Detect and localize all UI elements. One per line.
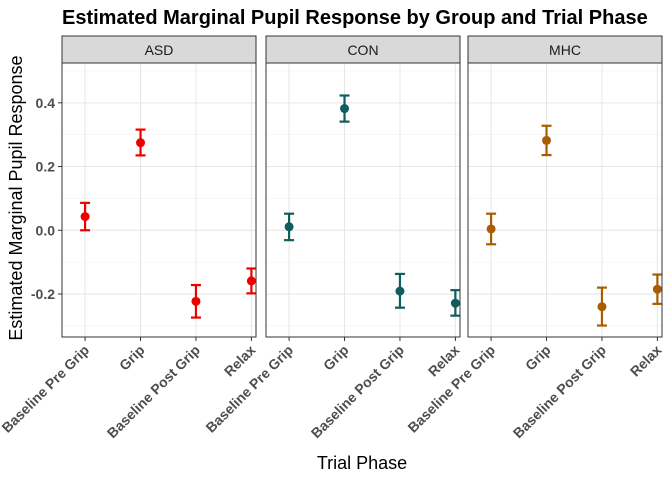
data-point bbox=[486, 224, 496, 234]
panel-background bbox=[266, 63, 460, 337]
data-point bbox=[136, 138, 146, 148]
data-point bbox=[652, 284, 662, 294]
y-tick-label: 0.4 bbox=[36, 95, 56, 111]
y-tick-label: -0.2 bbox=[31, 286, 55, 302]
x-tick-label: Grip bbox=[116, 342, 148, 374]
x-tick-label: Grip bbox=[522, 342, 554, 374]
facet-strip-label: ASD bbox=[145, 42, 174, 58]
chart-title: Estimated Marginal Pupil Response by Gro… bbox=[62, 7, 648, 29]
data-point bbox=[450, 298, 460, 308]
data-point bbox=[246, 276, 256, 286]
facet-strip bbox=[61, 35, 257, 64]
data-point bbox=[80, 212, 90, 222]
data-point bbox=[191, 296, 201, 306]
panel-background bbox=[62, 63, 256, 337]
facet-strip-label: CON bbox=[347, 42, 378, 58]
x-tick-label: Baseline Post Grip bbox=[510, 342, 609, 441]
data-point bbox=[597, 302, 607, 312]
x-tick-label: Relax bbox=[627, 342, 665, 380]
facet-strip bbox=[467, 35, 663, 64]
y-tick-label: 0.0 bbox=[36, 222, 56, 238]
x-tick-label: Grip bbox=[320, 342, 352, 374]
x-tick-label: Baseline Post Grip bbox=[104, 342, 203, 441]
panel-background bbox=[468, 63, 662, 337]
panel-border bbox=[61, 62, 257, 338]
facet-strip-label: MHC bbox=[549, 42, 581, 58]
y-axis-title: Estimated Marginal Pupil Response bbox=[6, 55, 26, 340]
y-tick-label: 0.2 bbox=[36, 159, 56, 175]
data-point bbox=[284, 222, 294, 232]
x-tick-label: Baseline Pre Grip bbox=[0, 342, 92, 436]
data-point bbox=[395, 286, 405, 296]
panel-border bbox=[265, 62, 461, 338]
panel-border bbox=[467, 62, 663, 338]
facet-strip bbox=[265, 35, 461, 64]
x-axis-title: Trial Phase bbox=[317, 453, 407, 473]
data-point bbox=[340, 104, 350, 114]
data-point bbox=[542, 135, 552, 145]
x-tick-label: Baseline Post Grip bbox=[308, 342, 407, 441]
